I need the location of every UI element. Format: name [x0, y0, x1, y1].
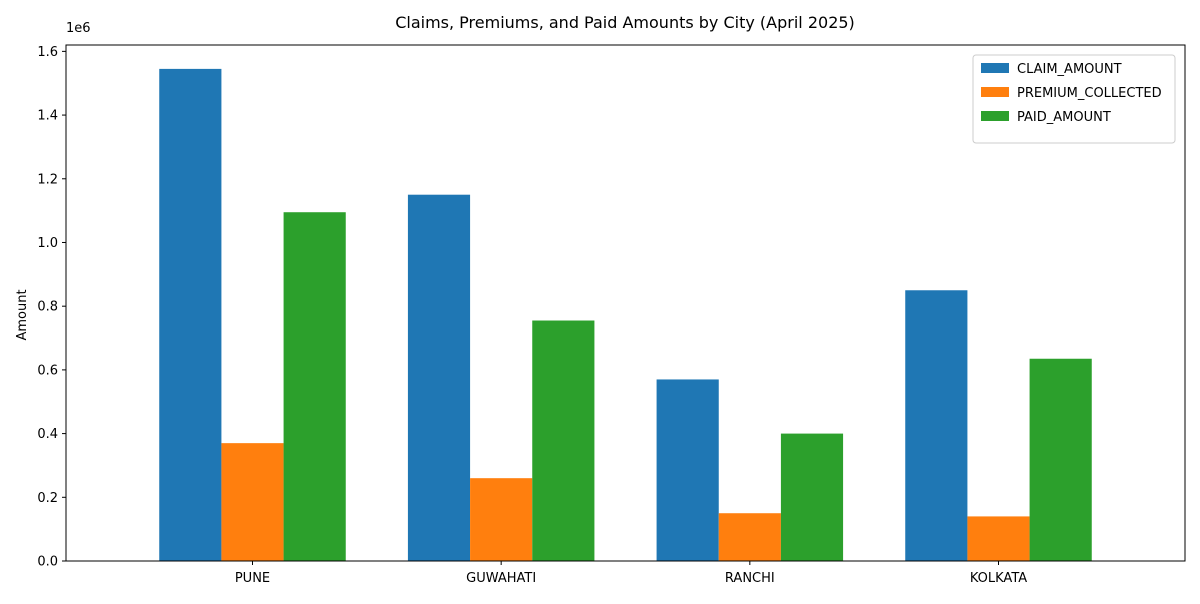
y-axis-label: Amount — [15, 289, 30, 340]
legend-swatch-paid-amount — [981, 111, 1009, 121]
y-tick-label: 0.8 — [37, 300, 58, 315]
bar-claim-amount-guwahati — [407, 194, 471, 561]
bar-claim-amount-kolkata — [905, 290, 968, 561]
bar-paid-amount-pune — [283, 212, 346, 561]
legend-box — [972, 54, 1176, 144]
bar-premium-collected-pune — [221, 443, 284, 561]
bar-paid-amount-ranchi — [780, 433, 844, 561]
y-tick-label: 1.6 — [37, 45, 58, 60]
bar-paid-amount-guwahati — [532, 320, 595, 561]
bar-claim-amount-ranchi — [656, 379, 719, 561]
legend-label: CLAIM_AMOUNT — [1017, 62, 1122, 77]
y-axis-offset-text: 1e6 — [66, 21, 91, 36]
y-tick-label: 1.0 — [37, 236, 58, 251]
x-tick-label: PUNE — [235, 571, 270, 586]
bar-premium-collected-kolkata — [967, 516, 1030, 561]
bars-layer — [159, 68, 1092, 561]
chart-title: Claims, Premiums, and Paid Amounts by Ci… — [395, 13, 855, 32]
bar-paid-amount-kolkata — [1029, 358, 1092, 561]
axes-layer: 0.0 0.2 0.4 0.6 0.8 1.0 1.2 1.4 1.6 PUNE GUWAHATI R… — [37, 44, 1186, 586]
y-tick-label: 1.4 — [37, 109, 58, 124]
y-tick-label: 0.4 — [37, 427, 58, 442]
legend-label: PAID_AMOUNT — [1017, 110, 1111, 125]
legend-label: PREMIUM_COLLECTED — [1017, 86, 1162, 101]
plot-frame — [65, 44, 1186, 562]
bar-premium-collected-ranchi — [718, 513, 781, 561]
x-tick-label: KOLKATA — [970, 571, 1027, 586]
legend-swatch-claim-amount — [981, 63, 1009, 73]
y-tick-label: 0.0 — [37, 555, 58, 570]
bar-premium-collected-guwahati — [470, 478, 533, 561]
y-tick-label: 0.2 — [37, 491, 58, 506]
x-tick-label: RANCHI — [725, 571, 775, 586]
legend-swatch-premium-collected — [981, 87, 1009, 97]
legend: CLAIM_AMOUNT PREMIUM_COLLECTED PAID_AMOUNT — [972, 54, 1176, 144]
y-tick-label: 0.6 — [37, 363, 58, 378]
x-tick-label: GUWAHATI — [466, 571, 536, 586]
y-tick-label: 1.2 — [37, 172, 58, 187]
bar-claim-amount-pune — [159, 68, 222, 561]
